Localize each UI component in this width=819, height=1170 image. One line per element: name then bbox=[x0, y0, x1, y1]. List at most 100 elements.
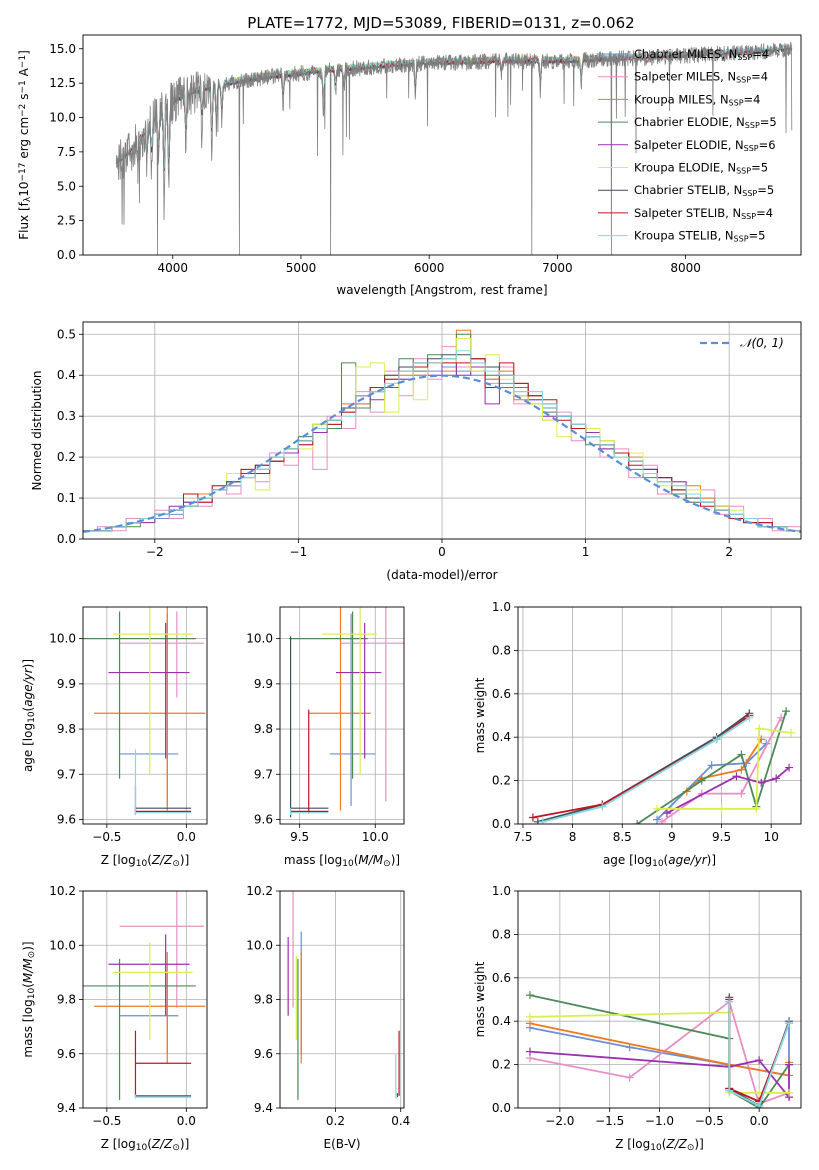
x-tick-label: 7000 bbox=[542, 261, 573, 275]
legend-sub: SSP bbox=[745, 121, 760, 130]
x-axis-label-part: )] bbox=[694, 1137, 703, 1151]
legend-label-kroupa-elodie: Kroupa ELODIE, NSSP=5 bbox=[634, 161, 768, 176]
y-axis-label-part: M/M bbox=[21, 958, 35, 983]
errorbar-chabrier-elodie bbox=[83, 958, 196, 1100]
y-tick-label: 9.9 bbox=[254, 677, 273, 691]
weight-marker bbox=[757, 778, 766, 787]
legend-label-chabrier-elodie: Chabrier ELODIE, NSSP=5 bbox=[634, 115, 777, 130]
weight-line bbox=[661, 717, 782, 823]
weight-marker bbox=[598, 802, 607, 811]
x-tick-label: −0.5 bbox=[92, 1114, 121, 1128]
x-axis-label-part: ( bbox=[664, 853, 669, 867]
x-tick-label: −0.5 bbox=[695, 1114, 724, 1128]
y-tick-label: 0.1 bbox=[57, 491, 76, 505]
y-axis-label: mass weight bbox=[473, 961, 487, 1037]
x-axis-label-part: )] bbox=[180, 853, 189, 867]
y-axis-label-part: ⊙ bbox=[27, 951, 37, 959]
x-axis-label: mass [log10(M/M⊙)] bbox=[284, 853, 400, 869]
legend-text: Chabrier STELIB, N bbox=[634, 183, 742, 197]
y-axis-label-part: )] bbox=[21, 659, 35, 668]
x-tick-label: 8 bbox=[569, 830, 577, 844]
ticks: −2 −1 0 1 2 0.0 0.1 0.2 0.3 0.4 0.5 bbox=[57, 327, 733, 559]
y-tick-label: 1.0 bbox=[492, 884, 511, 898]
y-tick-label: 0.8 bbox=[492, 927, 511, 941]
y-axis-label-part: λ bbox=[23, 196, 33, 202]
legend-label-kroupa-stelib: Kroupa STELIB, NSSP=5 bbox=[634, 229, 765, 244]
legend-sub: SSP bbox=[737, 53, 752, 62]
y-axis-label-part: −1 bbox=[18, 80, 28, 93]
x-tick-label: 5000 bbox=[286, 261, 317, 275]
weight-marker bbox=[625, 1073, 634, 1082]
legend-count: =5 bbox=[760, 115, 777, 129]
x-axis-label-part: Z [log bbox=[101, 1137, 136, 1151]
plot-area bbox=[83, 329, 801, 539]
plot-area bbox=[528, 707, 796, 824]
x-axis-label-part: )] bbox=[707, 853, 716, 867]
legend-label-kroupa-miles: Kroupa MILES, NSSP=4 bbox=[634, 92, 760, 107]
legend-sub: SSP bbox=[729, 98, 744, 107]
x-axis-label-part: 10 bbox=[136, 1143, 148, 1153]
y-axis-label-part: −2 bbox=[18, 104, 28, 117]
y-axis-label-part: ( bbox=[21, 707, 35, 712]
y-tick-label: 10.0 bbox=[49, 938, 76, 952]
x-axis-label-part: 10 bbox=[652, 859, 664, 869]
legend-sub: SSP bbox=[736, 167, 751, 176]
y-tick-label: 9.8 bbox=[57, 993, 76, 1007]
legend-text: Chabrier MILES, N bbox=[634, 47, 737, 61]
x-tick-label: 0.4 bbox=[391, 1114, 410, 1128]
weights-kroupa-stelib bbox=[725, 997, 794, 1108]
y-tick-label: 10.0 bbox=[246, 632, 273, 646]
y-axis-label-part: ( bbox=[21, 983, 35, 988]
x-axis-label: wavelength [Angstrom, rest frame] bbox=[336, 283, 547, 297]
weight-marker bbox=[717, 804, 726, 813]
weight-marker bbox=[737, 750, 746, 759]
axes-age-vs-Z: −0.5 0.09.69.79.89.910.0Z [log10(Z/Z⊙)]ag… bbox=[21, 606, 208, 869]
plot-area bbox=[287, 891, 400, 1100]
x-tick-label: 0.0 bbox=[750, 1114, 769, 1128]
weight-marker bbox=[755, 1101, 764, 1108]
weight-marker bbox=[657, 817, 666, 824]
y-tick-label: 0.8 bbox=[492, 643, 511, 657]
errorbar-kroupa-elodie bbox=[113, 607, 193, 775]
y-tick-label: 12.5 bbox=[49, 76, 76, 90]
legend-count: =4 bbox=[744, 92, 761, 106]
x-axis-label-part: Z/Z bbox=[151, 853, 173, 867]
legend-text: Kroupa STELIB, N bbox=[634, 229, 734, 243]
grid bbox=[83, 890, 207, 1109]
y-tick-label: 9.8 bbox=[254, 722, 273, 736]
plot-area bbox=[289, 607, 404, 818]
x-axis-label-part: 10 bbox=[342, 859, 354, 869]
axes-frame bbox=[517, 890, 802, 1109]
legend-count: =5 bbox=[757, 183, 774, 197]
x-tick-label: −2 bbox=[146, 545, 164, 559]
grid bbox=[518, 890, 801, 1109]
x-axis-label-part: age/yr bbox=[668, 853, 707, 867]
y-tick-label: 9.6 bbox=[57, 1047, 76, 1061]
weights-kroupa-stelib bbox=[538, 713, 754, 824]
y-axis-label-part: age/yr bbox=[21, 667, 35, 706]
x-tick-label: −0.5 bbox=[92, 830, 121, 844]
x-axis-label-part: 10 bbox=[650, 1143, 662, 1153]
y-tick-label: 9.6 bbox=[254, 812, 273, 826]
weight-marker bbox=[785, 1088, 794, 1097]
x-axis-label-part: Z/Z bbox=[665, 1137, 687, 1151]
errorbar-chabrier-stelib bbox=[134, 785, 192, 813]
errorbar-kroupa-stelib bbox=[289, 808, 329, 815]
legend-text: Salpeter ELODIE, N bbox=[634, 138, 744, 152]
x-tick-label: −1.5 bbox=[595, 1114, 624, 1128]
y-tick-label: 10.2 bbox=[49, 884, 76, 898]
y-tick-label: 9.7 bbox=[254, 767, 273, 781]
x-axis-label-part: Z [log bbox=[101, 853, 136, 867]
x-tick-label: 0.0 bbox=[177, 830, 196, 844]
legend-label-chabrier-stelib: Chabrier STELIB, NSSP=5 bbox=[634, 183, 774, 198]
weight-line bbox=[532, 714, 750, 819]
weight-marker bbox=[538, 817, 547, 824]
legend-sub: SSP bbox=[742, 189, 757, 198]
x-tick-label: 0.0 bbox=[177, 1114, 196, 1128]
errorbar-kroupa-stelib bbox=[134, 1094, 192, 1099]
weights-salpeter-elodie bbox=[662, 763, 794, 818]
x-tick-label: 6000 bbox=[414, 261, 445, 275]
y-tick-label: 15.0 bbox=[49, 42, 76, 56]
errorbar-salpeter-elodie bbox=[108, 622, 190, 759]
